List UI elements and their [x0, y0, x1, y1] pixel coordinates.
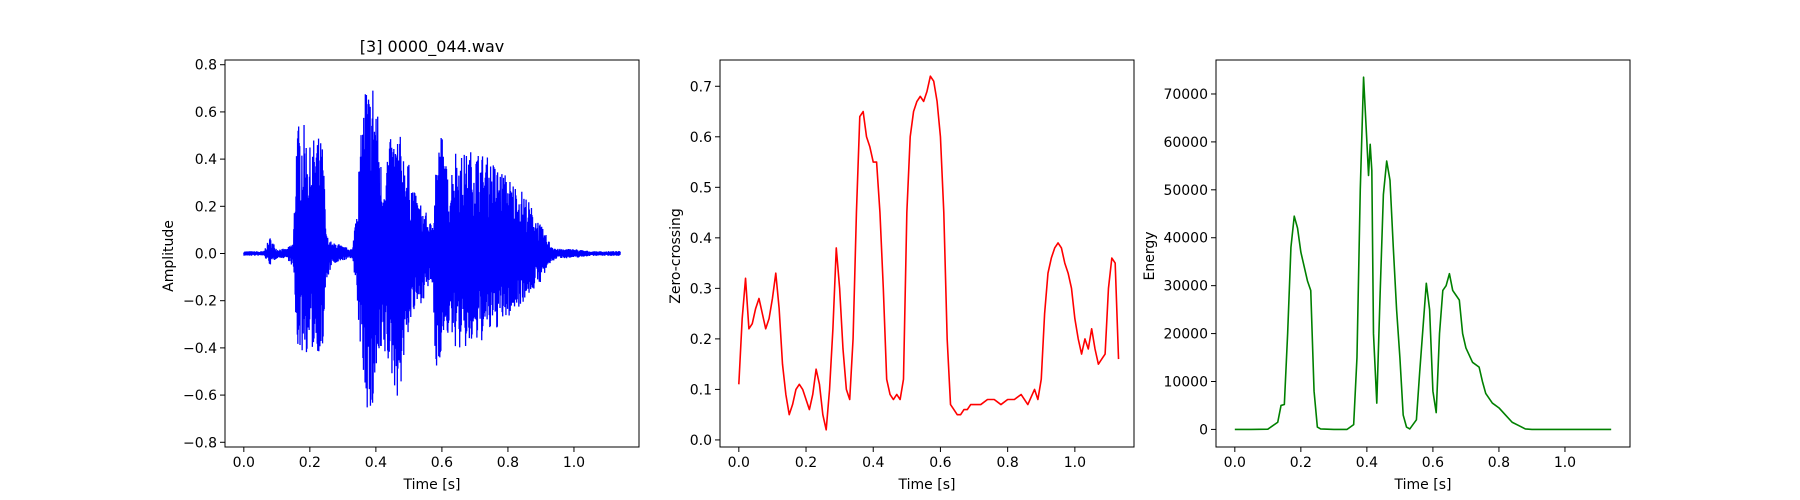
zero-crossing-y-tick-label: 0.4 — [690, 231, 712, 247]
zero-crossing-x-axis-label: Time [s] — [898, 477, 956, 493]
energy-y-tick-label: 10000 — [1163, 374, 1208, 390]
zero-crossing-plot-area: 0.0 0.2 0.4 0.6 0.8 1.0 0.0 0.1 0.2 0.3 0.4 0.5 0.6 0… — [690, 59, 1135, 471]
zero-crossing-y-tick-label: 0.7 — [690, 79, 712, 95]
zero-crossing-y-tick-label: 0.0 — [690, 433, 712, 449]
energy-x-tick-label: 0.6 — [1422, 455, 1444, 471]
waveform-panel: [3] 0000_044.wav 0.0 0.2 0.4 0.6 0.8 1.0 −0.8 −… — [161, 37, 640, 493]
zero-crossing-x-tick-label: 1.0 — [1064, 455, 1086, 471]
energy-y-axis-label: Energy — [1142, 231, 1158, 280]
waveform-y-tick-label: −0.6 — [183, 388, 217, 404]
waveform-x-tick-label: 0.6 — [431, 455, 453, 471]
waveform-y-tick-label: −0.8 — [183, 435, 217, 451]
zero-crossing-panel: 0.0 0.2 0.4 0.6 0.8 1.0 0.0 0.1 0.2 0.3 0.4 0.5 0.6 0… — [668, 59, 1135, 493]
waveform-x-axis-label: Time [s] — [403, 477, 461, 493]
waveform-y-tick-label: 0.0 — [195, 247, 217, 263]
energy-y-tick-label: 20000 — [1163, 327, 1208, 343]
waveform-plot-area: 0.0 0.2 0.4 0.6 0.8 1.0 −0.8 −0.6 −0.4 −0.2 0.0 0.2… — [183, 58, 640, 471]
zero-crossing-y-tick-label: 0.5 — [690, 180, 712, 196]
waveform-series-line — [243, 90, 621, 408]
energy-y-tick-label: 70000 — [1163, 87, 1208, 103]
zero-crossing-x-tick-label: 0.4 — [862, 455, 884, 471]
zero-crossing-y-tick-label: 0.6 — [690, 130, 712, 146]
energy-x-tick-label: 0.0 — [1224, 455, 1246, 471]
waveform-y-tick-label: 0.6 — [195, 105, 217, 121]
zero-crossing-y-tick-label: 0.3 — [690, 281, 712, 297]
zero-crossing-x-tick-label: 0.0 — [728, 455, 750, 471]
waveform-y-axis-label: Amplitude — [161, 220, 177, 292]
energy-axes-frame — [1215, 59, 1631, 448]
zero-crossing-x-tick-label: 0.6 — [929, 455, 951, 471]
waveform-y-tick-label: 0.2 — [195, 199, 217, 215]
waveform-x-tick-label: 0.2 — [299, 455, 321, 471]
energy-plot-area: 0.0 0.2 0.4 0.6 0.8 1.0 0 10000 20000 30000 40000 5… — [1163, 59, 1631, 471]
zero-crossing-y-tick-label: 0.2 — [690, 332, 712, 348]
waveform-y-tick-label: −0.4 — [183, 341, 217, 357]
energy-panel: 0.0 0.2 0.4 0.6 0.8 1.0 0 10000 20000 30000 40000 5… — [1142, 59, 1631, 493]
energy-y-tick-label: 60000 — [1163, 135, 1208, 151]
waveform-x-tick-label: 1.0 — [563, 455, 585, 471]
energy-x-tick-label: 0.2 — [1290, 455, 1312, 471]
energy-x-tick-label: 1.0 — [1554, 455, 1576, 471]
zero-crossing-axes-frame — [719, 59, 1135, 448]
energy-x-axis-label: Time [s] — [1394, 477, 1452, 493]
zero-crossing-series-line — [738, 75, 1120, 431]
zero-crossing-y-axis-label: Zero-crossing — [668, 208, 684, 303]
waveform-title: [3] 0000_044.wav — [360, 37, 504, 57]
energy-series-line — [1234, 76, 1612, 431]
energy-y-tick-label: 30000 — [1163, 279, 1208, 295]
waveform-y-tick-label: 0.8 — [195, 58, 217, 74]
waveform-x-tick-label: 0.4 — [365, 455, 387, 471]
waveform-x-tick-label: 0.0 — [233, 455, 255, 471]
waveform-x-tick-label: 0.8 — [497, 455, 519, 471]
energy-y-tick-label: 50000 — [1163, 183, 1208, 199]
energy-x-tick-label: 0.8 — [1488, 455, 1510, 471]
zero-crossing-x-tick-label: 0.8 — [997, 455, 1019, 471]
energy-y-tick-label: 40000 — [1163, 231, 1208, 247]
waveform-y-tick-label: −0.2 — [183, 294, 217, 310]
energy-x-tick-label: 0.4 — [1356, 455, 1378, 471]
energy-y-tick-label: 0 — [1199, 422, 1208, 438]
zero-crossing-x-tick-label: 0.2 — [795, 455, 817, 471]
zero-crossing-y-tick-label: 0.1 — [690, 382, 712, 398]
waveform-y-tick-label: 0.4 — [195, 152, 217, 168]
